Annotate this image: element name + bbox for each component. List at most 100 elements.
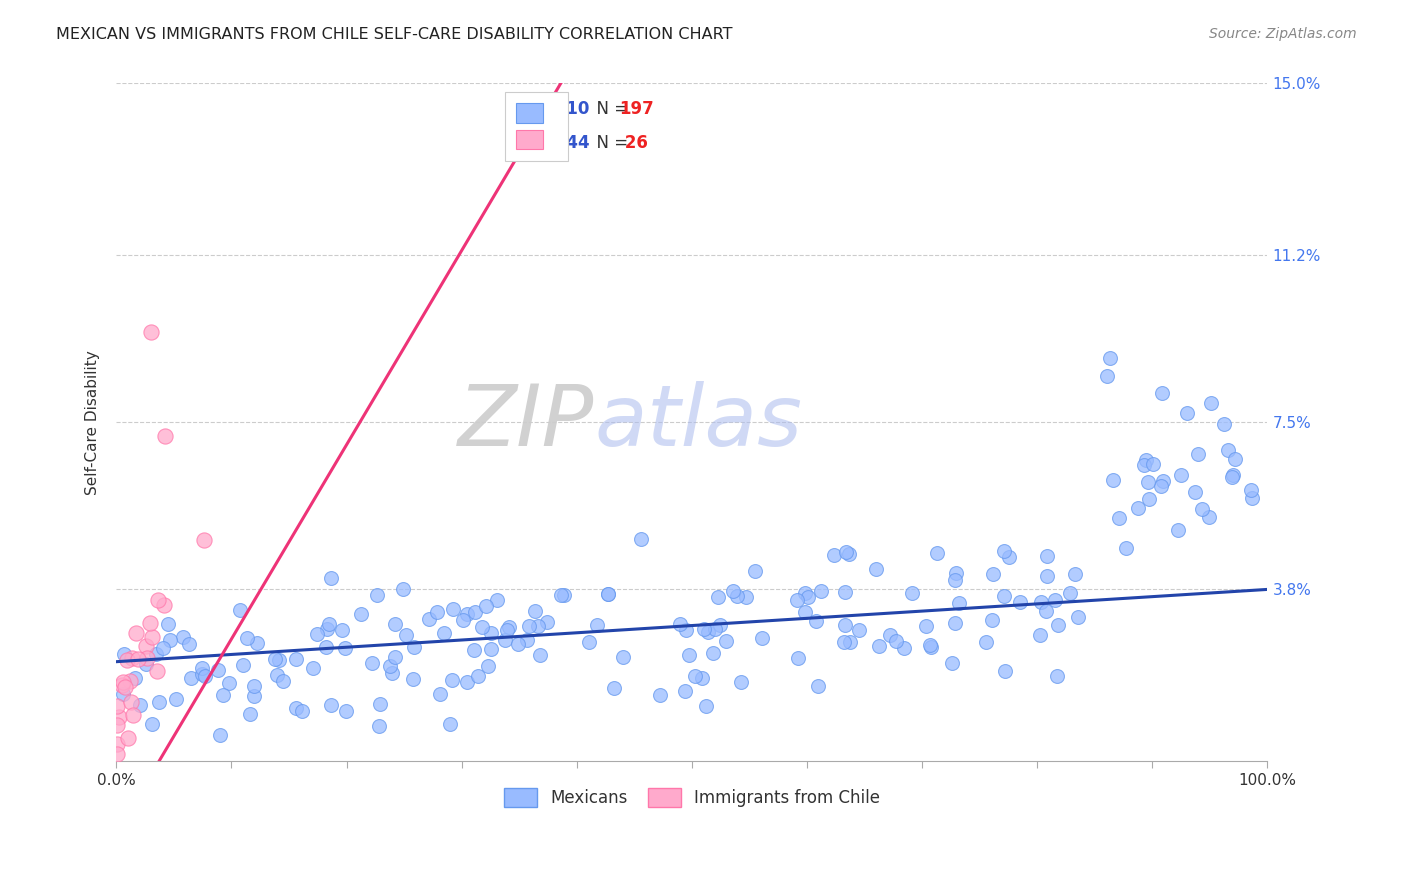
Point bbox=[1043, 593, 1066, 607]
Point bbox=[378, 658, 401, 673]
Point bbox=[333, 641, 356, 656]
Point bbox=[516, 632, 538, 647]
Point bbox=[402, 672, 425, 686]
Point bbox=[118, 673, 141, 688]
Point bbox=[1067, 610, 1090, 624]
Point bbox=[1150, 385, 1173, 400]
Point bbox=[786, 593, 808, 607]
Point bbox=[704, 622, 727, 636]
Point bbox=[690, 671, 713, 685]
Point bbox=[172, 630, 194, 644]
Point bbox=[209, 728, 232, 742]
Point bbox=[243, 689, 266, 703]
Point bbox=[165, 691, 187, 706]
Point bbox=[529, 648, 551, 662]
Text: 0.610: 0.610 bbox=[537, 101, 591, 119]
Point bbox=[146, 593, 169, 607]
Point bbox=[271, 673, 294, 688]
Point bbox=[1046, 668, 1069, 682]
Point bbox=[266, 668, 288, 682]
Point bbox=[1029, 628, 1052, 642]
Point bbox=[598, 587, 620, 601]
Point bbox=[884, 633, 907, 648]
Point bbox=[1199, 396, 1222, 410]
Point bbox=[207, 664, 229, 678]
Point bbox=[114, 680, 136, 694]
Point bbox=[246, 636, 269, 650]
Text: 26: 26 bbox=[619, 135, 648, 153]
Point bbox=[243, 679, 266, 693]
Point bbox=[981, 613, 1004, 627]
Point bbox=[1222, 467, 1244, 482]
Point bbox=[993, 544, 1015, 558]
Point bbox=[1175, 406, 1198, 420]
Point bbox=[744, 564, 766, 578]
Text: 197: 197 bbox=[619, 101, 654, 119]
Point bbox=[451, 613, 474, 627]
Point bbox=[319, 571, 342, 585]
Point bbox=[721, 584, 744, 599]
Point bbox=[648, 688, 671, 702]
Point bbox=[111, 687, 134, 701]
Point bbox=[121, 651, 143, 665]
Point bbox=[145, 647, 167, 661]
Point bbox=[945, 615, 967, 630]
Point bbox=[479, 626, 502, 640]
Point bbox=[152, 599, 174, 613]
Point bbox=[1102, 473, 1125, 487]
Point bbox=[697, 625, 720, 640]
Point bbox=[1137, 492, 1160, 507]
Point bbox=[157, 616, 180, 631]
Point bbox=[1152, 474, 1174, 488]
Point bbox=[441, 602, 464, 616]
Point bbox=[367, 719, 389, 733]
Point bbox=[120, 695, 142, 709]
Point bbox=[673, 683, 696, 698]
Point bbox=[675, 623, 697, 637]
Point bbox=[918, 638, 941, 652]
Point bbox=[751, 631, 773, 645]
Point bbox=[550, 588, 572, 602]
Point bbox=[868, 639, 890, 653]
Point bbox=[284, 701, 307, 715]
Point bbox=[236, 631, 259, 645]
Point bbox=[1240, 483, 1263, 497]
Point bbox=[865, 562, 887, 576]
Point bbox=[464, 606, 486, 620]
Point bbox=[440, 673, 463, 687]
Point bbox=[1108, 510, 1130, 524]
Point bbox=[239, 707, 262, 722]
Point bbox=[1213, 417, 1236, 431]
Point bbox=[1241, 491, 1264, 505]
Point bbox=[1135, 452, 1157, 467]
Point bbox=[474, 599, 496, 614]
Point bbox=[330, 623, 353, 637]
Point bbox=[1198, 510, 1220, 524]
Point bbox=[508, 636, 530, 650]
Point bbox=[112, 674, 135, 689]
Point bbox=[263, 652, 285, 666]
Point bbox=[832, 635, 855, 649]
Point bbox=[981, 566, 1004, 581]
Point bbox=[125, 626, 148, 640]
Point bbox=[107, 747, 129, 761]
Point bbox=[1132, 458, 1154, 472]
Point bbox=[1191, 501, 1213, 516]
Point bbox=[1095, 369, 1118, 384]
Point bbox=[602, 681, 624, 695]
Y-axis label: Self-Care Disability: Self-Care Disability bbox=[86, 350, 100, 495]
Point bbox=[1046, 617, 1069, 632]
Point bbox=[1216, 443, 1239, 458]
Point bbox=[994, 664, 1017, 678]
Point bbox=[456, 675, 478, 690]
Point bbox=[1142, 457, 1164, 471]
Point bbox=[1063, 566, 1085, 581]
Text: ZIP: ZIP bbox=[458, 381, 593, 464]
Text: N =: N = bbox=[586, 135, 633, 153]
Point bbox=[668, 617, 690, 632]
Point bbox=[823, 548, 845, 562]
Point bbox=[893, 641, 915, 656]
Point bbox=[523, 604, 546, 618]
Point bbox=[318, 617, 340, 632]
Point bbox=[517, 619, 540, 633]
